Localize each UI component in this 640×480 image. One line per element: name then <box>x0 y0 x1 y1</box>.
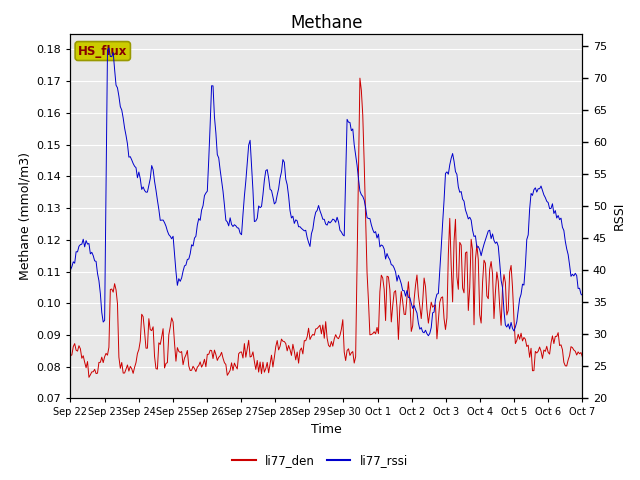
Title: Methane: Methane <box>290 14 363 32</box>
li77_rssi <box>579 292 586 298</box>
Y-axis label: RSSI: RSSI <box>612 202 625 230</box>
li77_rssi <box>67 267 74 273</box>
Text: HS_flux: HS_flux <box>78 45 127 58</box>
li77_rssi <box>221 202 228 208</box>
li77_den <box>246 354 254 360</box>
X-axis label: Time: Time <box>311 423 342 436</box>
Line: li77_den: li77_den <box>70 78 582 377</box>
Y-axis label: Methane (mmol/m3): Methane (mmol/m3) <box>18 152 31 280</box>
Legend: li77_den, li77_rssi: li77_den, li77_rssi <box>227 449 413 472</box>
li77_rssi <box>237 232 245 238</box>
li77_den <box>67 352 74 358</box>
li77_den <box>237 349 245 355</box>
li77_rssi <box>105 45 113 51</box>
li77_den <box>221 360 228 366</box>
li77_den <box>579 354 586 360</box>
li77_den <box>553 334 561 339</box>
li77_rssi <box>553 215 561 221</box>
li77_rssi <box>131 163 138 169</box>
li77_rssi <box>246 137 254 143</box>
li77_den <box>356 75 364 81</box>
li77_rssi <box>292 217 300 223</box>
Line: li77_rssi: li77_rssi <box>70 48 582 336</box>
li77_den <box>292 357 300 363</box>
li77_den <box>131 364 138 370</box>
li77_rssi <box>424 333 432 338</box>
li77_den <box>85 374 93 380</box>
